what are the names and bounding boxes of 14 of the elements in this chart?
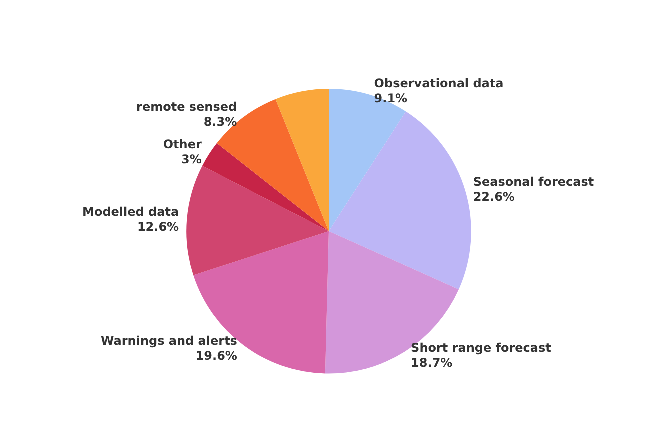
data-label: 9.1% (374, 91, 408, 106)
data-label: 8.3% (204, 114, 238, 129)
slice-label: Other (163, 138, 202, 152)
data-label: 3% (182, 152, 202, 167)
slice-label: Observational data (374, 76, 504, 90)
slice-label: remote sensed (136, 100, 238, 114)
slice-label: Seasonal forecast (473, 175, 594, 190)
data-label: 12.6% (137, 220, 180, 234)
slice-label: Modelled data (82, 204, 180, 219)
data-label: 19.6% (196, 349, 238, 364)
data-label: 18.7% (411, 356, 453, 370)
data-label: 22.6% (473, 190, 515, 204)
slice-label: Short range forecast (411, 340, 552, 355)
slice-label: Warnings and alerts (100, 334, 238, 348)
